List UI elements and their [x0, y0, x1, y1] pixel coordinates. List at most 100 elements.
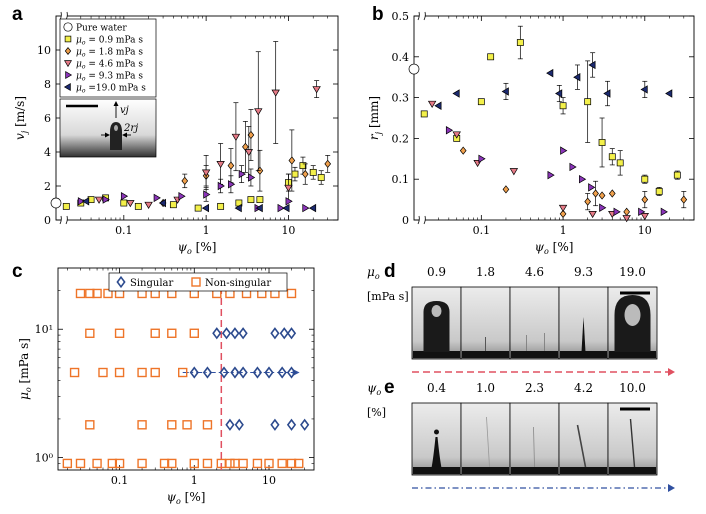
data-point-mu93 [445, 126, 454, 135]
data-point-mu93 [238, 169, 246, 179]
y-tick-label: 10¹ [35, 323, 53, 336]
x-tick-label: 10 [638, 224, 652, 237]
data-point-mu93 [102, 195, 110, 204]
y-tick-label: 10⁰ [35, 452, 54, 465]
data-point-mu93 [77, 197, 86, 206]
panel-label-c: c [12, 261, 23, 282]
data-point-mu190 [255, 203, 263, 213]
data-point-mu46 [244, 149, 254, 157]
data-point-mu93 [120, 191, 129, 201]
data-point-nonsingular [230, 458, 240, 469]
data-point-mu18 [288, 156, 296, 165]
axis-break-gap [61, 12, 67, 20]
data-point-mu93 [277, 203, 285, 213]
strip-param-label: μo [367, 265, 380, 281]
data-point-mu09 [317, 174, 325, 181]
data-point-singular [212, 327, 222, 340]
inset-velocity-label: vj [120, 105, 129, 116]
data-point-nonsingular [202, 458, 213, 469]
data-point-nonsingular [264, 458, 274, 469]
data-point-mu09 [420, 110, 428, 118]
data-point-mu93 [228, 180, 236, 189]
y-tick-label: 0 [44, 214, 51, 227]
data-point-mu93 [638, 207, 646, 217]
data-point-singular [279, 327, 289, 340]
data-point-mu46 [509, 168, 519, 176]
x-tick-label: 1 [191, 474, 198, 487]
x-tick-label: 10 [281, 224, 295, 237]
data-point-mu09 [256, 196, 264, 204]
pool-surface [609, 467, 656, 474]
y-tick-label: 0.2 [392, 132, 410, 145]
jet-shape [110, 122, 122, 150]
axis-break-gap [419, 12, 425, 20]
panel-label-a: a [12, 4, 23, 25]
data-point-mu09 [194, 204, 202, 212]
data-point-mu46 [94, 196, 104, 204]
data-point-mu18 [623, 207, 630, 217]
data-point-singular [202, 366, 213, 379]
x-axis-label: ψo [%] [178, 240, 217, 256]
data-point-nonsingular [189, 458, 199, 469]
data-point-mu09 [217, 202, 225, 210]
data-point-mu93 [302, 203, 310, 213]
data-point-nonsingular [178, 367, 188, 378]
data-point-mu93 [285, 197, 293, 206]
data-point-mu09 [62, 202, 70, 210]
legend-marker-mu93 [65, 70, 73, 80]
legend-box [108, 272, 288, 292]
photo-frame [509, 286, 560, 360]
data-point-nonsingular [75, 458, 86, 469]
legend-label-mu18: μo = 1.8 mPa s [76, 48, 143, 59]
data-point-mu46 [622, 215, 631, 223]
legend-marker-nonsingular [191, 277, 201, 287]
data-point-nonsingular [114, 328, 125, 338]
data-point-nonsingular [167, 458, 177, 469]
y-tick-label: 0.3 [392, 92, 410, 105]
photo-frame [460, 402, 511, 476]
strip-param-label: ψo [367, 381, 381, 397]
data-point-nonsingular [98, 367, 108, 378]
data-point-singular [238, 366, 248, 379]
frame-value-label: 10.0 [619, 381, 646, 395]
x-axis-label: ψo [%] [535, 240, 574, 256]
data-point-nonsingular [286, 288, 297, 299]
data-point-nonsingular [150, 328, 160, 338]
data-point-nonsingular [69, 367, 80, 378]
data-point-mu46 [231, 133, 241, 141]
data-point-mu190 [588, 60, 596, 70]
data-point-nonsingular [225, 458, 235, 469]
jet-highlight [624, 304, 641, 326]
legend-marker-water [63, 22, 73, 32]
data-point-nonsingular [294, 458, 304, 469]
data-point-nonsingular [277, 458, 287, 469]
data-point-mu09 [487, 53, 495, 61]
x-tick-label: 0.1 [115, 224, 133, 237]
strip-arrowhead [668, 484, 675, 492]
data-point-mu46 [144, 201, 153, 209]
data-point-mu09 [584, 98, 592, 106]
data-point-mu46 [201, 169, 211, 177]
panel-b-plot: 0.1 1 10 0 0.1 0.2 0.3 0.4 0.5 ψo [%] rj [mm] [367, 10, 695, 256]
axis-break-mark [417, 11, 426, 21]
data-point-mu18 [559, 209, 567, 219]
data-point-mu09 [247, 196, 255, 204]
data-point-mu18 [598, 191, 606, 200]
pool-surface [560, 467, 607, 474]
axes-frame [57, 267, 315, 471]
frame-value-label: 1.8 [476, 265, 495, 279]
data-point-singular [238, 327, 248, 340]
y-axis-label: rj [mm] [367, 96, 383, 140]
legend-marker-mu190 [63, 82, 71, 92]
data-point-nonsingular [137, 367, 147, 378]
panel-label-e: e [384, 377, 395, 398]
y-axis-label: μo [mPa s] [17, 338, 33, 400]
data-point-water [50, 197, 62, 209]
data-point-singular [277, 366, 287, 379]
data-point-mu09 [608, 153, 616, 161]
data-point-nonsingular [137, 420, 147, 430]
data-point-nonsingular [75, 288, 86, 299]
data-point-singular [225, 418, 235, 431]
data-point-mu190 [282, 203, 290, 213]
data-point-mu18 [459, 146, 467, 155]
